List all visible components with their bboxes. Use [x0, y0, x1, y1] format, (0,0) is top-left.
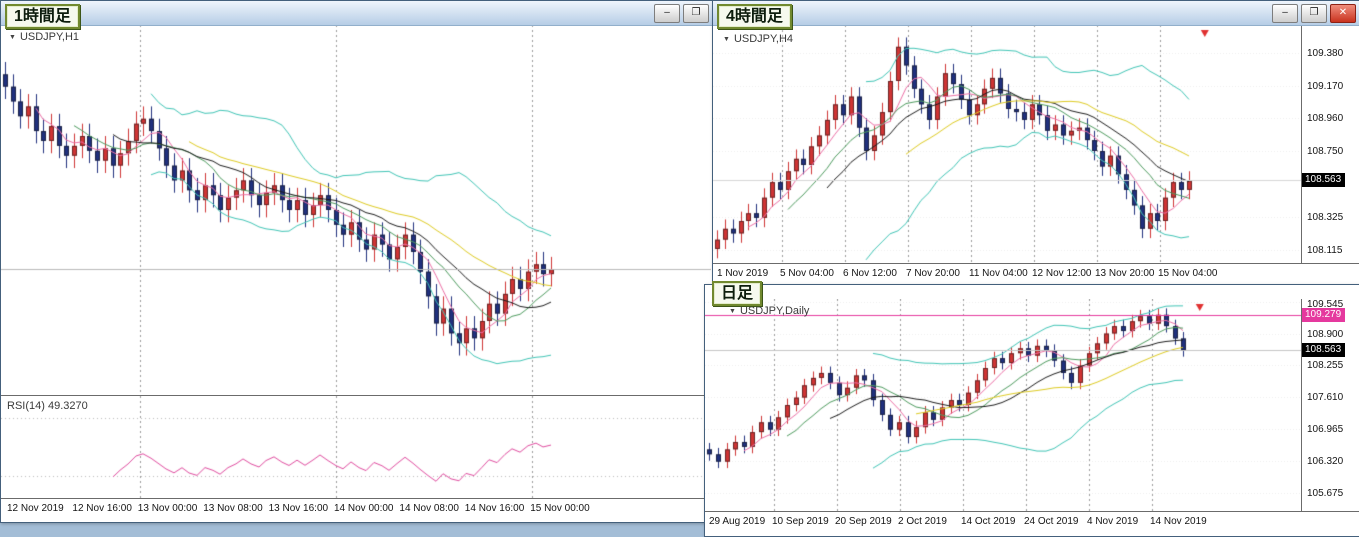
rsi-label: RSI(14) 49.3270 — [7, 400, 88, 412]
daily-magenta-price-label: 109.279 — [1302, 307, 1346, 322]
chart-window-h1: – ❐ ▼ USDJPY,H1 RSI(14) 49.3270 12 Nov 2… — [0, 0, 714, 523]
y-axis-label: 109.380 — [1307, 48, 1344, 59]
chart-window-daily: ▼ USDJPY,Daily 109.545 108.900 108.255 107.… — [704, 281, 1359, 537]
y-axis-label: 108.115 — [1307, 244, 1343, 256]
x-axis-label: 13 Nov 08:00 — [203, 503, 263, 514]
x-axis-label: 2 Oct 2019 — [898, 516, 947, 527]
daily-symbol-text: USDJPY,Daily — [739, 305, 810, 317]
chart-window-h4: – ❐ ✕ ▼ USDJPY,H4 109.380 109.170 108.960 1… — [712, 0, 1359, 288]
h4-symbol-label: ▼ USDJPY,H4 — [723, 33, 793, 45]
h4-timeframe-tag: 4時間足 — [717, 4, 792, 29]
h4-time-axis[interactable]: 1 Nov 2019 5 Nov 04:00 6 Nov 12:00 7 Nov 20… — [713, 263, 1359, 286]
minimize-icon[interactable]: – — [1272, 3, 1298, 23]
y-axis-label: 108.750 — [1307, 146, 1344, 157]
x-axis-label: 13 Nov 16:00 — [268, 503, 329, 514]
h1-titlebar[interactable]: – ❐ — [1, 1, 713, 26]
daily-timeframe-tag: 日足 — [712, 281, 763, 306]
x-axis-label: 14 Nov 16:00 — [464, 503, 525, 514]
daily-current-price-label: 108.563 — [1302, 343, 1346, 358]
daily-symbol-label: ▼ USDJPY,Daily — [729, 305, 809, 317]
minimize-icon[interactable]: – — [654, 3, 680, 23]
x-axis-label: 15 Nov 04:00 — [1158, 268, 1218, 279]
daily-price-scale[interactable]: 109.545 108.900 108.255 107.610 106.965 106.3… — [1301, 299, 1359, 511]
maximize-icon[interactable]: ❐ — [1301, 3, 1327, 23]
daily-price-chart[interactable] — [705, 299, 1301, 511]
x-axis-label: 6 Nov 12:00 — [843, 268, 897, 279]
x-axis-label: 29 Aug 2019 — [709, 516, 766, 527]
h1-price-chart[interactable] — [1, 25, 711, 395]
x-axis-label: 7 Nov 20:00 — [906, 268, 960, 279]
x-axis-label: 15 Nov 00:00 — [530, 503, 590, 514]
symbol-dropdown-icon[interactable]: ▼ — [9, 33, 16, 41]
h4-symbol-text: USDJPY,H4 — [733, 33, 794, 45]
y-axis-label: 108.325 — [1307, 212, 1344, 224]
x-axis-label: 11 Nov 04:00 — [969, 268, 1028, 279]
h4-price-scale[interactable]: 109.380 109.170 108.960 108.750 108.325 108.1… — [1301, 25, 1359, 263]
x-axis-label: 10 Sep 2019 — [772, 516, 829, 527]
x-axis-label: 5 Nov 04:00 — [780, 268, 834, 279]
y-axis-label: 108.255 — [1307, 360, 1344, 372]
y-axis-label: 109.545 — [1307, 299, 1344, 310]
indicator-pane-divider[interactable] — [1, 395, 713, 396]
maximize-icon[interactable]: ❐ — [683, 3, 709, 23]
x-axis-label: 24 Oct 2019 — [1024, 516, 1079, 527]
y-axis-label: 106.320 — [1307, 455, 1344, 467]
h4-current-price-label: 108.563 — [1302, 173, 1346, 188]
x-axis-label: 14 Nov 2019 — [1150, 516, 1207, 527]
h1-timeframe-tag: 1時間足 — [5, 4, 80, 29]
y-axis-label: 105.675 — [1307, 487, 1344, 499]
x-axis-label: 12 Nov 12:00 — [1032, 268, 1092, 279]
x-axis-label: 1 Nov 2019 — [717, 268, 769, 279]
x-axis-label: 14 Oct 2019 — [961, 516, 1016, 527]
h4-price-chart[interactable] — [713, 25, 1301, 263]
x-axis-label: 20 Sep 2019 — [835, 516, 892, 527]
y-axis-label: 108.960 — [1307, 113, 1344, 125]
x-axis-label: 13 Nov 20:00 — [1095, 268, 1155, 279]
h4-titlebar[interactable]: – ❐ ✕ — [713, 1, 1359, 26]
daily-time-axis[interactable]: 29 Aug 2019 10 Sep 2019 20 Sep 2019 2 Oct 2… — [705, 511, 1359, 535]
y-axis-label: 107.610 — [1307, 392, 1344, 404]
y-axis-label: 106.965 — [1307, 423, 1344, 435]
x-axis-label: 12 Nov 16:00 — [72, 503, 132, 514]
h1-rsi-pane[interactable] — [1, 396, 711, 498]
symbol-dropdown-icon[interactable]: ▼ — [723, 35, 730, 43]
y-axis-label: 108.900 — [1307, 328, 1344, 340]
x-axis-label: 14 Nov 08:00 — [399, 503, 459, 514]
h1-symbol-text: USDJPY,H1 — [19, 31, 80, 43]
close-icon[interactable]: ✕ — [1330, 3, 1356, 23]
x-axis-label: 13 Nov 00:00 — [137, 503, 198, 514]
symbol-dropdown-icon[interactable]: ▼ — [729, 307, 736, 315]
x-axis-label: 4 Nov 2019 — [1087, 516, 1139, 527]
x-axis-label: 12 Nov 2019 — [7, 503, 64, 514]
h1-time-axis[interactable]: 12 Nov 2019 12 Nov 16:00 13 Nov 00:00 13 No… — [1, 498, 713, 521]
x-axis-label: 14 Nov 00:00 — [334, 503, 394, 514]
h1-symbol-label: ▼ USDJPY,H1 — [9, 31, 79, 43]
y-axis-label: 109.170 — [1307, 80, 1344, 92]
